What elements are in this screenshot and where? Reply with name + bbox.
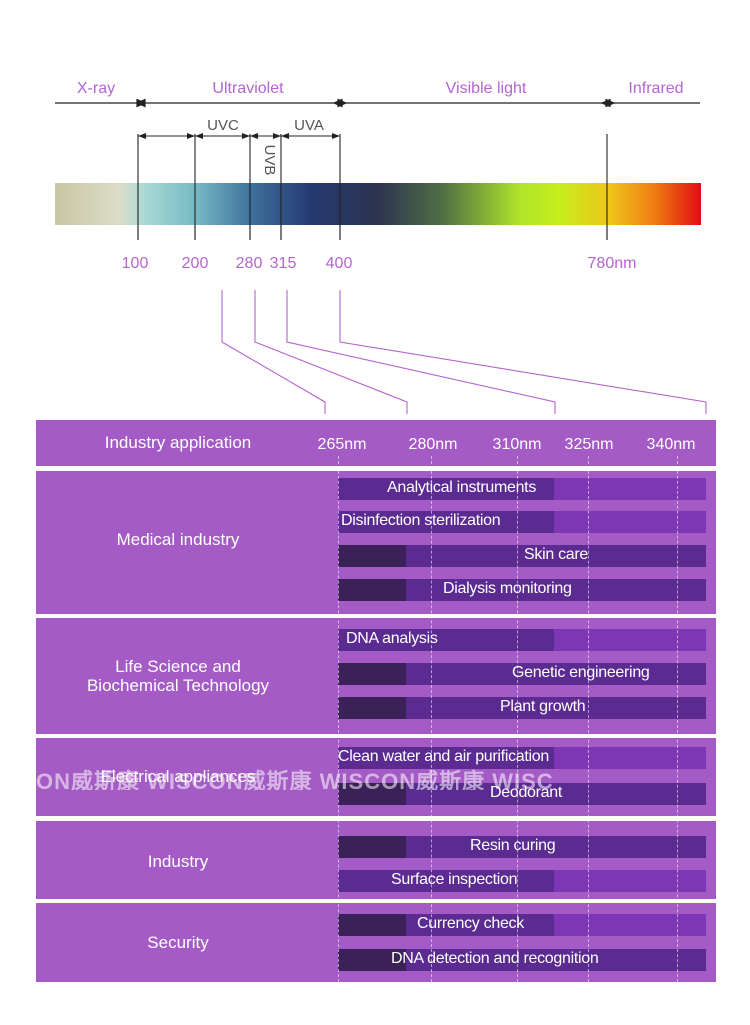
wavelength-265nm: 265nm bbox=[317, 436, 367, 453]
application-bar: DNA detection and recognition bbox=[338, 949, 706, 971]
section-label: Industry bbox=[36, 852, 320, 871]
section-industry: Industry Resin curing Surface inspection bbox=[36, 821, 716, 899]
application-bar: Surface inspection bbox=[338, 870, 706, 892]
application-label: Deodorant bbox=[490, 784, 563, 801]
application-label: Surface inspection bbox=[391, 871, 518, 888]
wavelength-280nm: 280nm bbox=[408, 436, 458, 453]
gridline-265nm bbox=[338, 456, 339, 982]
section-security: Security Currency check DNA detection an… bbox=[36, 903, 716, 982]
application-bar: Plant growth bbox=[338, 697, 706, 719]
application-bar: Genetic engineering bbox=[338, 663, 706, 685]
tick-label-280: 280 bbox=[236, 255, 263, 272]
band-label-ultraviolet: Ultraviolet bbox=[212, 80, 284, 97]
application-bar: Dialysis monitoring bbox=[338, 579, 706, 601]
section-life-science: Life Science and Biochemical Technology … bbox=[36, 618, 716, 734]
section-label: Security bbox=[36, 933, 320, 952]
wavelength-340nm: 340nm bbox=[646, 436, 696, 453]
section-label-line: Industry bbox=[147, 852, 209, 871]
spectrum-diagram: X-ray Ultraviolet Visible light Infrared… bbox=[55, 80, 707, 414]
section-label: Medical industry bbox=[36, 530, 320, 549]
gridline-325nm bbox=[588, 456, 589, 982]
connector-lines bbox=[221, 290, 707, 414]
spectrum-gradient-bar bbox=[55, 183, 701, 225]
band-arrows bbox=[55, 98, 700, 108]
application-bar: Clean water and air purification bbox=[338, 747, 706, 769]
tick-label-400: 400 bbox=[326, 255, 353, 272]
section-label-line: Medical industry bbox=[116, 530, 240, 549]
application-bar: Deodorant bbox=[338, 783, 706, 805]
application-label: Skin care bbox=[524, 546, 588, 563]
gridline-310nm bbox=[517, 456, 518, 982]
application-label: Disinfection sterilization bbox=[341, 512, 501, 529]
application-bar: Analytical instruments bbox=[338, 478, 706, 500]
section-medical-industry: Medical industry Analytical instruments … bbox=[36, 471, 716, 614]
application-bar: DNA analysis bbox=[338, 629, 706, 651]
gridline-340nm bbox=[677, 456, 678, 982]
application-bar: Currency check bbox=[338, 914, 706, 936]
section-electrical-appliances: Electrical appliances Clean water and ai… bbox=[36, 738, 716, 816]
application-label: Clean water and air purification bbox=[338, 748, 549, 765]
tick-label-315: 315 bbox=[270, 255, 297, 272]
wavelength-325nm: 325nm bbox=[564, 436, 614, 453]
subband-label-uvc: UVC bbox=[207, 117, 239, 134]
application-label: DNA analysis bbox=[346, 630, 438, 647]
table-header: Industry application 265nm 280nm 310nm 3… bbox=[36, 420, 716, 466]
application-bar: Resin curing bbox=[338, 836, 706, 858]
section-label: Life Science and Biochemical Technology bbox=[36, 657, 320, 695]
wavelength-310nm: 310nm bbox=[492, 436, 542, 453]
application-bar: Skin care bbox=[338, 545, 706, 567]
application-label: Plant growth bbox=[500, 698, 586, 715]
industry-application-table: Industry application 265nm 280nm 310nm 3… bbox=[36, 420, 716, 982]
band-label-infrared: Infrared bbox=[628, 80, 683, 97]
header-label: Industry application bbox=[104, 433, 252, 452]
section-label-line: Security bbox=[147, 933, 209, 952]
application-label: Genetic engineering bbox=[512, 664, 650, 681]
subband-label-uvb: UVB bbox=[261, 145, 278, 176]
application-label: Resin curing bbox=[470, 837, 556, 854]
application-label: Currency check bbox=[417, 915, 524, 932]
section-label-line: Electrical appliances bbox=[100, 767, 256, 786]
gridline-280nm bbox=[431, 456, 432, 982]
application-label: Analytical instruments bbox=[387, 479, 537, 496]
application-bar: Disinfection sterilization bbox=[338, 511, 706, 533]
section-label-line: Life Science and bbox=[115, 657, 241, 676]
section-label-line: Biochemical Technology bbox=[86, 676, 270, 695]
section-label: Electrical appliances bbox=[36, 767, 320, 786]
application-label: DNA detection and recognition bbox=[391, 950, 599, 967]
tick-label-100: 100 bbox=[122, 255, 149, 272]
band-label-visible: Visible light bbox=[446, 80, 527, 97]
subband-label-uva: UVA bbox=[294, 117, 324, 134]
tick-label-200: 200 bbox=[182, 255, 209, 272]
band-label-xray: X-ray bbox=[77, 80, 115, 97]
application-label: Dialysis monitoring bbox=[443, 580, 572, 597]
tick-label-780nm: 780nm bbox=[588, 255, 637, 272]
